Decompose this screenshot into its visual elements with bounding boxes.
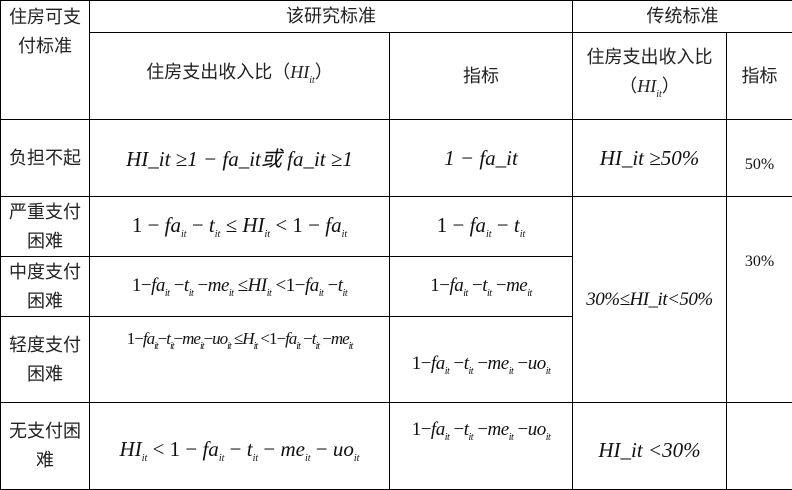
indicator-formula: 1−fait −tit −meit −uoit (390, 317, 573, 403)
header-study-standard: 该研究标准 (90, 1, 573, 33)
indicator-formula: 1 − fait − tit (390, 197, 573, 257)
trad-ratio: HI_it ≥50% (573, 120, 727, 197)
indicator-formula: 1 − fa_it (390, 120, 573, 197)
row-label: 无支付困难 (1, 403, 90, 490)
indicator-formula: 1−fait −tit −meit (390, 257, 573, 317)
trad-indicator: 50% (727, 120, 792, 197)
trad-indicator-empty (727, 403, 792, 490)
ratio-formula: 1 − fait − tit ≤ HIit < 1 − fait (90, 197, 390, 257)
ratio-formula: 1−fait −tit −meit ≤HIit <1−fait −tit (90, 257, 390, 317)
header-trad-indicator: 指标 (727, 33, 792, 120)
table-row: 无支付困难 HIit < 1 − fait − tit − meit − uoi… (1, 403, 792, 490)
header-row-label: 住房可支付标准 (1, 1, 90, 120)
ratio-formula: HIit < 1 − fait − tit − meit − uoit (90, 403, 390, 490)
header-study-indicator: 指标 (390, 33, 573, 120)
header-traditional-standard: 传统标准 (573, 1, 792, 33)
row-label: 中度支付困难 (1, 257, 90, 317)
header-study-ratio: 住房支出收入比（HIit） (90, 33, 390, 120)
trad-ratio-merged: 30%≤HI_it<50% (573, 197, 727, 403)
row-label: 轻度支付困难 (1, 317, 90, 403)
trad-indicator-merged: 30% (727, 197, 792, 403)
row-label: 严重支付困难 (1, 197, 90, 257)
table-row: 负担不起 HI_it ≥1 − fa_it或 fa_it ≥1 1 − fa_i… (1, 120, 792, 197)
table-row: 严重支付困难 1 − fait − tit ≤ HIit < 1 − fait … (1, 197, 792, 257)
row-label: 负担不起 (1, 120, 90, 197)
trad-ratio: HI_it <30% (573, 403, 727, 490)
header-trad-ratio: 住房支出收入比（HIit） (573, 33, 727, 120)
ratio-formula: 1−fait−tit−meit−uoit ≤Hit <1−fait −tit −… (90, 317, 390, 403)
ratio-formula: HI_it ≥1 − fa_it或 fa_it ≥1 (90, 120, 390, 197)
indicator-formula: 1−fait −tit −meit −uoit (390, 403, 573, 490)
